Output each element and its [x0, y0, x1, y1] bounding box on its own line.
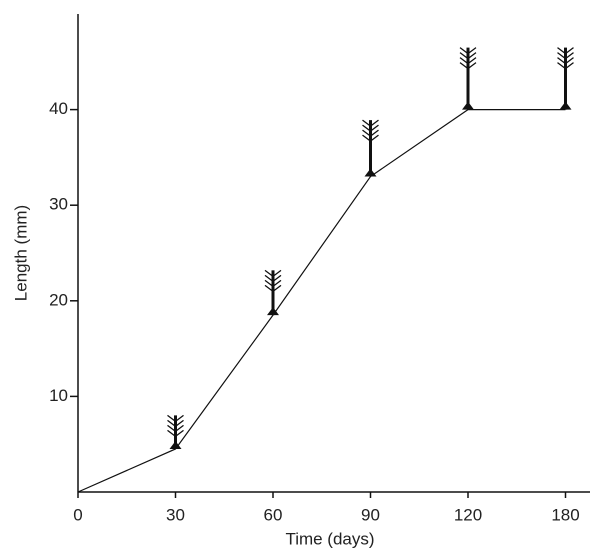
- plant-leaf: [167, 414, 184, 422]
- plant-leaf: [557, 47, 574, 55]
- plant-leaf: [264, 274, 282, 282]
- data-line: [77, 109, 566, 493]
- plant-leaf: [362, 129, 379, 137]
- plant-marker: [459, 47, 477, 110]
- y-axis-label: Length (mm): [11, 205, 30, 301]
- plant-leaf: [459, 57, 477, 65]
- plant-leaf: [167, 424, 184, 432]
- x-tick-label: 30: [166, 505, 185, 524]
- plant-foot: [559, 101, 572, 110]
- x-axis-label: Time (days): [285, 529, 374, 548]
- plant-leaf: [557, 62, 574, 70]
- plant-marker: [362, 119, 379, 177]
- plant-leaf: [459, 52, 477, 60]
- x-tick-label: 120: [454, 505, 482, 524]
- plant-marker: [264, 269, 282, 316]
- plant-foot: [267, 307, 279, 316]
- plant-leaf: [362, 124, 379, 132]
- plant-leaf: [264, 279, 282, 287]
- x-tick-label: 60: [264, 505, 283, 524]
- y-tick-label: 40: [49, 99, 68, 118]
- plant-foot: [364, 168, 377, 177]
- y-tick-label: 10: [49, 386, 68, 405]
- plant-marker: [167, 414, 184, 449]
- plant-leaf: [557, 52, 574, 60]
- plant-foot: [169, 440, 182, 449]
- plant-leaf: [167, 429, 184, 437]
- plant-leaf: [362, 119, 379, 127]
- y-tick-label: 20: [49, 290, 68, 309]
- y-tick-label: 30: [49, 195, 68, 214]
- x-tick-label: 0: [73, 505, 82, 524]
- plant-leaf: [459, 47, 477, 55]
- plant-foot: [462, 101, 474, 110]
- plant-leaf: [557, 57, 574, 65]
- x-tick-label: 90: [361, 505, 380, 524]
- plant-leaf: [167, 419, 184, 427]
- x-tick-label: 180: [551, 505, 579, 524]
- plant-leaf: [459, 62, 477, 70]
- plant-leaf: [264, 284, 282, 292]
- plant-marker: [557, 47, 574, 110]
- plant-leaf: [264, 269, 282, 277]
- plant-leaf: [362, 134, 379, 142]
